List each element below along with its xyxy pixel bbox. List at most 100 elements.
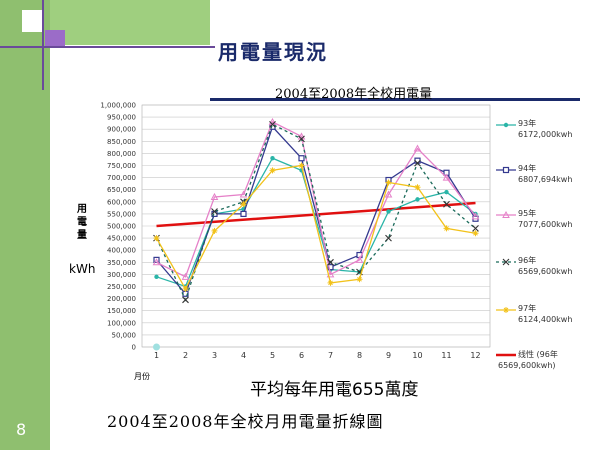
y-tick-label: 300,000 [107, 271, 136, 279]
data-point [240, 201, 247, 208]
x-axis-label: 月份 [134, 372, 150, 381]
x-tick-label: 2 [183, 351, 188, 360]
data-point [502, 258, 510, 266]
data-point [269, 120, 276, 128]
legend-name: 97年 [518, 303, 536, 313]
data-point [210, 192, 219, 200]
data-point [502, 210, 510, 218]
data-point [413, 144, 422, 152]
stray-marker [153, 343, 160, 351]
y-tick-label: 350,000 [107, 259, 136, 267]
data-point [356, 276, 363, 283]
data-point [502, 166, 510, 174]
decor-line-horizontal [0, 46, 215, 48]
data-point [211, 208, 218, 215]
legend-total: 6569,600kwh) [498, 361, 556, 370]
decor-square-white [22, 10, 44, 32]
x-tick-label: 12 [470, 351, 480, 360]
data-point [386, 209, 391, 214]
data-point [298, 155, 305, 162]
data-point [327, 258, 334, 266]
series-line-5 [155, 164, 476, 291]
data-point [503, 122, 509, 128]
y-tick-label: 850,000 [107, 138, 136, 146]
decor-square-purple [45, 30, 65, 48]
x-tick-label: 1 [154, 351, 159, 360]
decor-line-vertical [42, 0, 44, 90]
y-tick-label: 650,000 [107, 186, 136, 194]
x-tick-label: 3 [212, 351, 217, 360]
series-line-4 [155, 123, 476, 302]
data-point [269, 167, 276, 174]
legend-name: 96年 [518, 255, 536, 265]
legend-name: 93年 [518, 118, 536, 128]
x-tick-label: 10 [412, 351, 422, 360]
x-tick-label: 9 [386, 351, 391, 360]
series-line-3 [156, 121, 477, 278]
slide-caption: 2004至2008年全校月用電量折線圖 [107, 412, 384, 431]
y-tick-label: 950,000 [107, 114, 136, 122]
y-tick-label: 400,000 [107, 247, 136, 255]
y-tick-label: 100,000 [107, 319, 136, 327]
data-point [384, 190, 393, 198]
legend-total: 6569,600kwh [518, 267, 572, 276]
x-tick-label: 8 [357, 351, 362, 360]
data-point [385, 234, 392, 242]
data-point [154, 274, 159, 280]
data-point [327, 264, 334, 271]
data-point [472, 225, 479, 232]
y-tick-label: 1,000,000 [100, 102, 136, 110]
data-point [471, 212, 480, 220]
data-point [270, 156, 275, 161]
data-point [240, 210, 247, 217]
title-rule [210, 98, 580, 101]
data-point [442, 173, 451, 181]
y-tick-label: 450,000 [107, 235, 136, 243]
legend-name: 95年 [518, 208, 536, 218]
data-point [355, 255, 364, 263]
x-tick-label: 7 [328, 351, 333, 360]
y-axis-unit: kWh [69, 262, 96, 276]
data-point [182, 296, 189, 304]
y-tick-label: 50,000 [112, 331, 137, 339]
legend-total: 6807,694kwh [518, 175, 572, 184]
data-point [443, 200, 450, 208]
data-point [239, 190, 248, 198]
legend-total: 7077,600kwh [518, 220, 572, 229]
data-point [211, 227, 218, 234]
y-tick-label: 600,000 [107, 198, 136, 206]
y-tick-label: 700,000 [107, 174, 136, 182]
x-tick-label: 4 [241, 351, 246, 360]
chart-title: 2004至2008年全校用電量 [275, 87, 433, 102]
data-point [385, 179, 392, 186]
y-tick-label: 900,000 [107, 126, 136, 134]
y-tick-label: 200,000 [107, 295, 136, 303]
data-point [181, 272, 190, 280]
legend-total: 6172,000kwh [518, 130, 572, 139]
average-usage-note: 平均每年用電655萬度 [250, 380, 419, 400]
data-point [152, 258, 161, 266]
legend-total: 6124,400kwh [518, 315, 572, 324]
data-point [472, 230, 479, 237]
data-point [298, 162, 305, 169]
y-tick-label: 250,000 [107, 283, 136, 291]
legend-name: 线性 (96年 [518, 349, 558, 359]
top-decor-block [50, 0, 210, 45]
data-point [182, 285, 189, 292]
x-tick-label: 6 [299, 351, 304, 360]
x-tick-label: 5 [270, 351, 275, 360]
y-tick-label: 150,000 [107, 307, 136, 315]
y-tick-label: 800,000 [107, 150, 136, 158]
slide-title: 用電量現況 [218, 40, 328, 64]
y-tick-label: 750,000 [107, 162, 136, 170]
data-point [503, 307, 509, 313]
x-tick-label: 11 [441, 351, 451, 360]
data-point [298, 135, 305, 143]
data-point [444, 189, 449, 195]
data-point [414, 159, 421, 167]
data-point [414, 184, 421, 191]
y-axis-label: 用電量 [77, 204, 87, 241]
data-point [443, 225, 450, 232]
left-decor-bar [0, 0, 50, 450]
